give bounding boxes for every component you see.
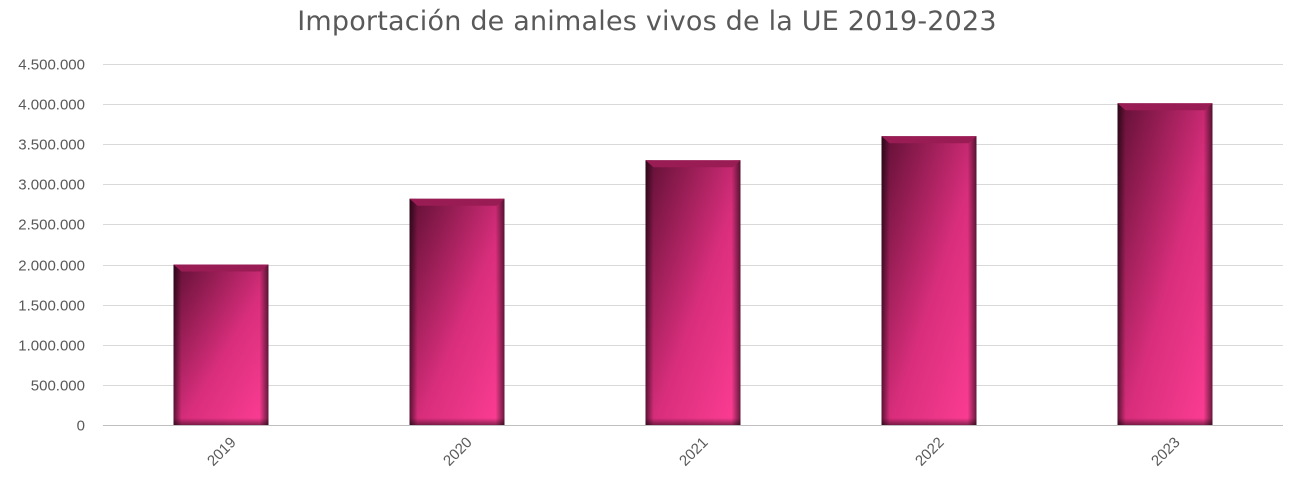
bar-bevel-bottom [173,418,269,425]
bar [409,198,505,425]
x-axis-ticks: 2019 2020 2021 2022 2023 [204,434,1184,470]
y-tick-label: 4.500.000 [18,57,85,74]
bar-bevel-left [173,264,182,425]
bar-bevel-left [1117,103,1126,425]
y-tick-label: 3.000.000 [18,177,85,194]
bar [1117,103,1213,425]
bar-bevel-right [967,136,977,425]
bar-bevel-top [1117,103,1213,111]
bars [173,103,1213,425]
bar-bevel-bottom [645,418,741,425]
bar-2021 [645,160,741,425]
y-tick-label: 3.500.000 [18,137,85,154]
y-tick-label: 500.000 [31,378,85,395]
x-tick-label: 2021 [676,434,712,470]
bar-bevel-right [259,264,269,425]
bar-bevel-bottom [409,418,505,425]
bar-bevel-top [173,264,269,272]
chart-title: Importación de animales vivos de la UE 2… [297,6,997,37]
y-tick-label: 4.000.000 [18,97,85,114]
bar-2019 [173,264,269,425]
x-tick-label: 2019 [204,434,240,470]
y-axis-ticks: 0 500.000 1.000.000 1.500.000 2.000.000 2.500… [18,57,85,435]
bar-bevel-right [1203,103,1213,425]
bar-bevel-left [409,198,418,425]
bar [881,136,977,425]
bar-bevel-left [881,136,890,425]
y-tick-label: 2.000.000 [18,258,85,275]
bar-bevel-top [645,160,741,168]
y-tick-label: 2.500.000 [18,217,85,234]
x-tick-label: 2020 [440,434,476,470]
bar-bevel-bottom [1117,418,1213,425]
bar-bevel-right [495,198,505,425]
x-tick-label: 2023 [1148,434,1184,470]
y-tick-label: 1.000.000 [18,338,85,355]
bar [645,160,741,425]
y-tick-label: 1.500.000 [18,298,85,315]
bar [173,264,269,425]
bar-bevel-top [409,198,505,206]
bar-bevel-left [645,160,654,425]
bar-bevel-bottom [881,418,977,425]
bar-2022 [881,136,977,425]
bar-bevel-right [731,160,741,425]
bar-2023 [1117,103,1213,425]
bar-2020 [409,198,505,425]
x-tick-label: 2022 [912,434,948,470]
bar-bevel-top [881,136,977,144]
y-tick-label: 0 [77,418,85,435]
